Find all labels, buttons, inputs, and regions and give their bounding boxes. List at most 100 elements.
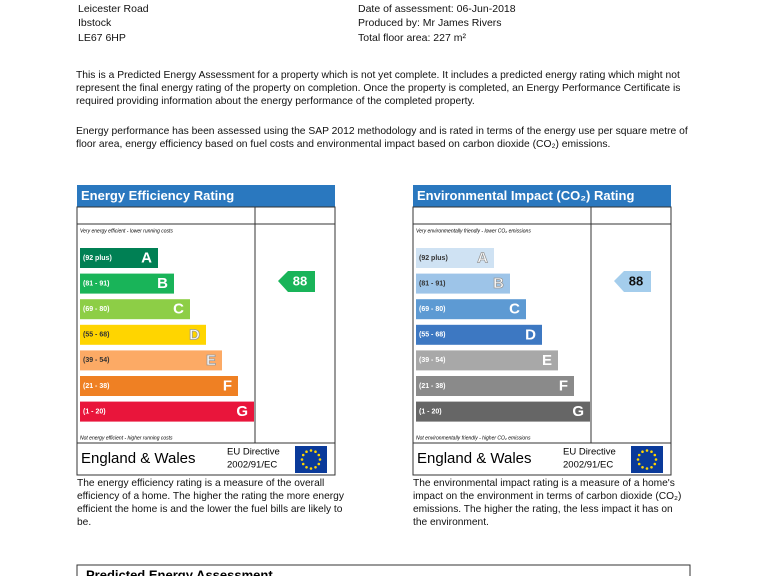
rating-band <box>80 324 206 345</box>
band-letter: G <box>236 403 248 420</box>
band-letter: A <box>141 249 152 266</box>
region: England & Wales <box>417 450 532 467</box>
rating-band <box>416 299 526 320</box>
top-note: Very environmentally friendly - lower CO… <box>416 228 531 234</box>
eu-star <box>314 465 317 469</box>
eu-star <box>641 450 644 454</box>
bottom-note: Not environmentally friendly - higher CO… <box>416 435 531 441</box>
band-letter: D <box>189 326 200 343</box>
rating-band <box>80 350 222 371</box>
rating-arrow <box>278 271 315 292</box>
eu-star <box>650 465 653 469</box>
rating-band <box>80 401 254 422</box>
band-letter: A <box>477 249 488 266</box>
bottom-note: Not energy efficient - higher running co… <box>80 435 173 441</box>
eu-star <box>650 450 653 454</box>
rating-arrow <box>614 271 651 292</box>
band-range: (1 - 20) <box>419 408 442 415</box>
chart-title: Environmental Impact (CO₂) Rating <box>417 188 634 203</box>
detail-line: Produced by: Mr James Rivers <box>358 17 502 29</box>
band-letter: C <box>173 301 184 318</box>
chart-header <box>413 185 671 207</box>
band-range: (39 - 54) <box>419 357 445 364</box>
chart-description: The environmental impact rating is a mea… <box>413 478 682 528</box>
eu-star <box>305 465 308 469</box>
eu-star <box>637 453 641 457</box>
eu-star <box>317 462 321 466</box>
eu-star <box>309 449 313 452</box>
band-letter: C <box>509 301 520 318</box>
chart-frame <box>412 206 672 476</box>
next-section-title: Predicted Energy Assessment <box>86 567 273 576</box>
directive: EU Directive <box>563 447 616 458</box>
band-letter: G <box>572 403 584 420</box>
eu-star <box>636 458 640 461</box>
eu-star <box>641 465 644 469</box>
band-range: (69 - 80) <box>419 306 445 313</box>
address-line: Leicester Road <box>78 3 149 15</box>
eu-star <box>305 450 308 454</box>
eu-star <box>301 453 305 457</box>
eu-star <box>654 458 658 461</box>
band-range: (81 - 91) <box>83 280 109 287</box>
chart-header <box>77 185 335 207</box>
rating-band <box>416 401 590 422</box>
eu-star <box>645 449 649 452</box>
band-range: (55 - 68) <box>419 332 445 339</box>
rating-band <box>80 248 158 268</box>
rating-band <box>80 299 190 320</box>
band-range: (92 plus) <box>83 255 112 262</box>
band-letter: D <box>525 326 536 343</box>
rating-band <box>416 376 574 396</box>
eu-star <box>653 462 657 466</box>
band-letter: E <box>542 352 552 369</box>
top-note: Very energy efficient - lower running co… <box>80 228 173 234</box>
rating-band <box>416 273 510 294</box>
band-letter: E <box>206 352 216 369</box>
paragraph: Energy performance has been assessed usi… <box>76 126 688 150</box>
address-line: Ibstock <box>78 17 112 29</box>
chart-frame <box>76 206 336 476</box>
band-range: (92 plus) <box>419 255 448 262</box>
eu-star <box>637 462 641 466</box>
chart-description: The energy efficiency rating is a measur… <box>77 478 344 528</box>
paragraph: This is a Predicted Energy Assessment fo… <box>76 70 681 107</box>
eu-star <box>301 462 305 466</box>
eu-star <box>645 467 649 470</box>
band-range: (21 - 38) <box>83 383 109 390</box>
band-letter: B <box>157 275 168 292</box>
band-range: (21 - 38) <box>419 383 445 390</box>
rating-band <box>416 248 494 268</box>
next-section-box <box>76 564 691 576</box>
eu-star <box>309 467 313 470</box>
directive: 2002/91/EC <box>563 460 613 471</box>
rating-value: 88 <box>293 273 307 288</box>
rating-band <box>416 350 558 371</box>
rating-value: 88 <box>629 273 643 288</box>
band-range: (55 - 68) <box>83 332 109 339</box>
rating-band <box>80 273 174 294</box>
eu-star <box>653 453 657 457</box>
directive: 2002/91/EC <box>227 460 277 471</box>
region: England & Wales <box>81 450 196 467</box>
eu-star <box>314 450 317 454</box>
band-letter: F <box>559 377 568 394</box>
detail-line: Total floor area: 227 m² <box>358 32 466 44</box>
eu-star <box>318 458 322 461</box>
band-letter: B <box>493 275 504 292</box>
band-range: (81 - 91) <box>419 280 445 287</box>
chart-title: Energy Efficiency Rating <box>81 188 234 203</box>
band-letter: F <box>223 377 232 394</box>
detail-line: Date of assessment: 06-Jun-2018 <box>358 3 516 15</box>
band-range: (69 - 80) <box>83 306 109 313</box>
band-range: (1 - 20) <box>83 408 106 415</box>
rating-band <box>80 376 238 396</box>
address-line: LE67 6HP <box>78 32 126 44</box>
rating-band <box>416 324 542 345</box>
band-range: (39 - 54) <box>83 357 109 364</box>
directive: EU Directive <box>227 447 280 458</box>
eu-star <box>300 458 304 461</box>
eu-star <box>317 453 321 457</box>
